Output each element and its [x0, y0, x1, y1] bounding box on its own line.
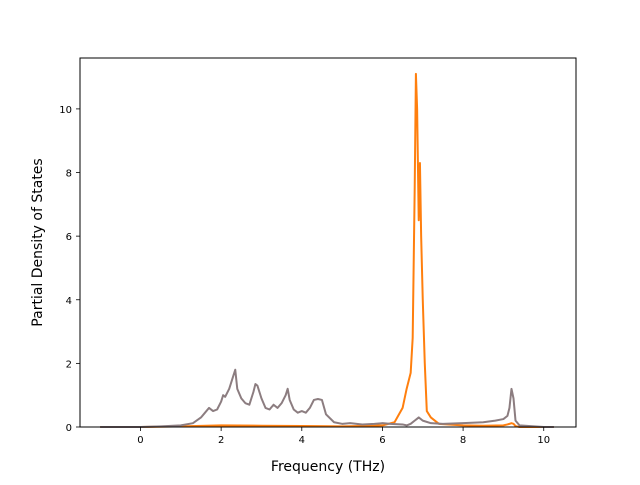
y-tick-label: 4 [66, 296, 72, 307]
series-layer [100, 72, 554, 428]
y-axis-label: Partial Density of States [30, 158, 46, 326]
x-tick-label: 6 [379, 435, 385, 446]
plot-frame [79, 57, 577, 428]
x-tick-label: 8 [460, 435, 466, 446]
x-tick-label: 2 [218, 435, 224, 446]
plot-area [80, 58, 576, 427]
y-tick-label: 8 [66, 169, 72, 180]
x-tick-label: 4 [299, 435, 305, 446]
y-tick-label: 6 [66, 232, 72, 243]
series-line-1 [100, 72, 554, 428]
y-axis-ticks: 0 2 4 6 8 10 [59, 105, 80, 434]
series-line-2 [100, 368, 554, 428]
x-tick-label: 10 [537, 435, 550, 446]
x-tick-label: 0 [137, 435, 143, 446]
y-tick-label: 0 [66, 423, 72, 434]
y-tick-label: 10 [59, 105, 72, 116]
y-tick-label: 2 [66, 359, 72, 370]
x-axis-label: Frequency (THz) [271, 459, 385, 475]
x-axis-ticks: 0 2 4 6 8 10 [137, 427, 550, 446]
